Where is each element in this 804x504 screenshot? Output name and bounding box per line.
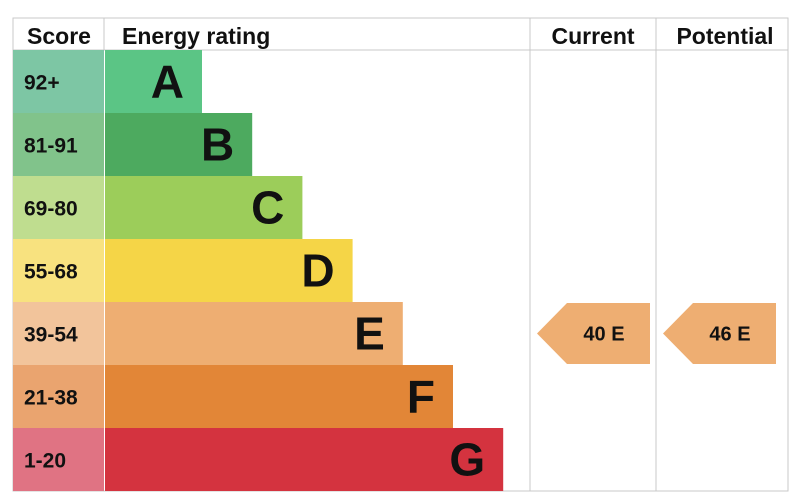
band-bar-b	[105, 113, 253, 176]
score-label-a: 92+	[24, 72, 60, 95]
band-bar-c	[105, 176, 303, 239]
score-cell-d	[13, 239, 104, 302]
score-label-e: 39-54	[24, 324, 78, 347]
potential-arrow	[663, 303, 776, 364]
potential-rating-label: 46 E	[709, 324, 750, 346]
current-rating-label: 40 E	[583, 324, 624, 346]
band-letter-c: C	[251, 182, 284, 234]
score-cell-g	[13, 428, 104, 491]
potential-header: Potential	[676, 23, 773, 49]
current-arrow	[537, 303, 650, 364]
band-letter-a: A	[151, 56, 184, 108]
score-cell-e	[13, 302, 104, 365]
band-bar-e	[105, 302, 403, 365]
band-letter-e: E	[354, 308, 385, 360]
header-row: Score Energy rating Current Potential	[27, 23, 774, 49]
score-header: Score	[27, 23, 91, 49]
band-bar-a	[105, 50, 202, 113]
score-label-b: 81-91	[24, 135, 78, 158]
band-bar-d	[105, 239, 353, 302]
band-bar-f	[105, 365, 453, 428]
energy-rating-header: Energy rating	[122, 23, 270, 49]
score-label-d: 55-68	[24, 261, 78, 284]
band-letter-f: F	[407, 371, 435, 423]
score-label-c: 69-80	[24, 198, 78, 221]
score-label-g: 1-20	[24, 450, 66, 473]
band-letter-d: D	[301, 245, 334, 297]
current-header: Current	[551, 23, 634, 49]
band-bar-g	[105, 428, 504, 491]
band-letter-b: B	[201, 119, 234, 171]
score-cell-f	[13, 365, 104, 428]
rating-bands: 92+ A 81-91 B 69-80 C 55-68 D 39-54 E 21-38 F 1-20 G	[13, 50, 504, 491]
score-label-f: 21-38	[24, 387, 78, 410]
band-letter-g: G	[449, 434, 485, 486]
score-cell-b	[13, 113, 104, 176]
score-cell-a	[13, 50, 104, 113]
score-cell-c	[13, 176, 104, 239]
rating-arrows: 40 E 46 E	[537, 303, 776, 364]
